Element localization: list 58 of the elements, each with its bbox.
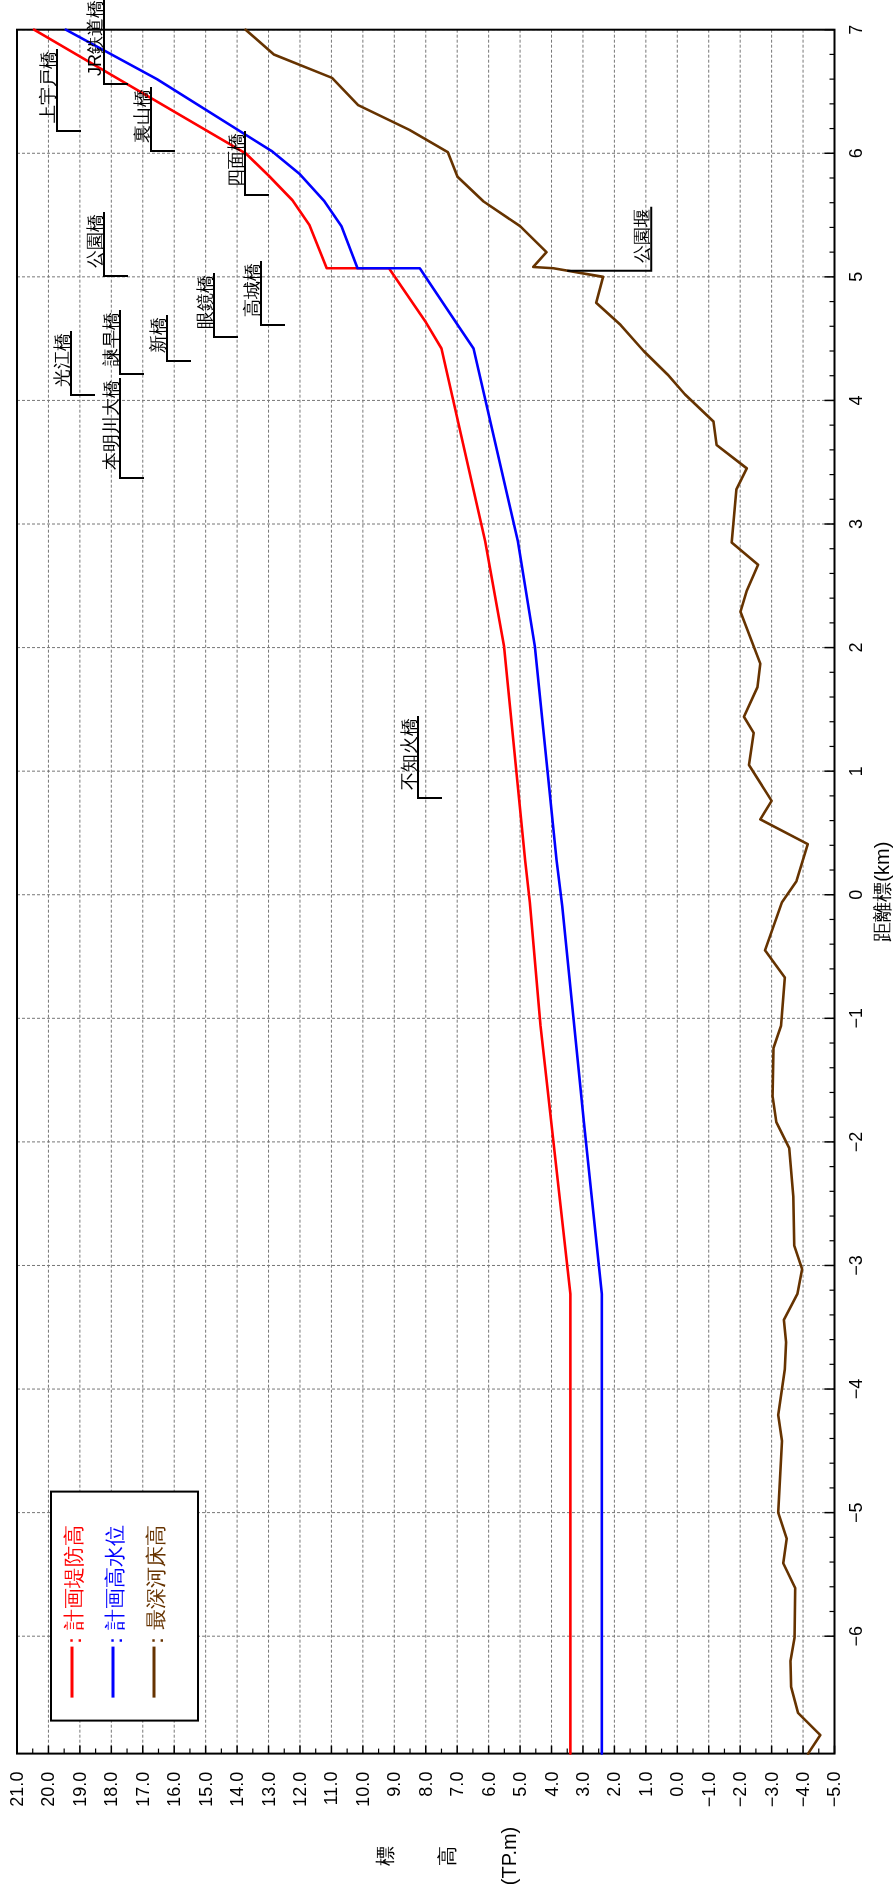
y-axis-title: 距離標(km)	[871, 841, 893, 942]
x-tick-label: 2.0	[604, 1771, 625, 1797]
annotation: 本明川大橋	[101, 380, 121, 470]
annotation: 諫早橋	[101, 312, 121, 366]
x-tick-label: 16.0	[164, 1771, 185, 1807]
annotation: 光江橋	[52, 333, 72, 387]
x-tick-label: 17.0	[132, 1771, 153, 1807]
y-tick-label: 7	[846, 24, 866, 35]
x-tick-label: 21.0	[7, 1771, 27, 1807]
x-tick-label: −5.0	[824, 1771, 845, 1808]
x-tick-label: 9.0	[384, 1771, 405, 1797]
x-tick-label: −2.0	[730, 1771, 751, 1808]
x-tick-label: −1.0	[698, 1771, 719, 1808]
x-tick-label: −4.0	[793, 1771, 814, 1808]
x-tick-label: 19.0	[69, 1771, 90, 1807]
x-tick-label: 3.0	[572, 1771, 593, 1797]
annotation: 新橋	[148, 317, 168, 353]
annotation: 公園橋	[85, 214, 105, 268]
x-tick-label: 7.0	[447, 1771, 468, 1797]
annotation: 上宇戸橋	[38, 51, 58, 123]
x-tick-label: 18.0	[101, 1771, 122, 1807]
y-tick-label: 1	[846, 766, 866, 777]
x-tick-label: 0.0	[667, 1771, 688, 1797]
x-tick-label: 12.0	[289, 1771, 310, 1807]
text: 標高(TP.m)	[374, 1826, 520, 1886]
x-tick-label: 15.0	[195, 1771, 216, 1807]
x-tick-label: 10.0	[352, 1771, 373, 1807]
legend: ：計画堤防高 ：計画高水位 ：最深河床高	[50, 1490, 199, 1722]
annotation: 不知火橋	[399, 718, 419, 790]
annotation: JR鉄道橋	[85, 0, 105, 76]
y-tick-label: 0	[846, 889, 866, 900]
annotation: 裏山橋	[132, 89, 152, 143]
y-tick-label: −2	[846, 1131, 866, 1153]
y-tick-label: 3	[846, 519, 866, 530]
x-tick-label: 8.0	[415, 1771, 436, 1797]
x-tick-label: 20.0	[38, 1771, 59, 1807]
x-tick-label: 11.0	[321, 1771, 342, 1806]
y-tick-label: −4	[846, 1378, 866, 1400]
annotation: 公園堰	[632, 208, 653, 263]
y-tick-label: 6	[846, 148, 866, 159]
x-tick-label: 6.0	[478, 1771, 499, 1797]
x-tick-label: 13.0	[258, 1771, 279, 1807]
annotation: 四面橋	[226, 133, 246, 187]
annotation: 高城橋	[242, 263, 262, 317]
x-tick-label: 4.0	[541, 1771, 562, 1797]
y-tick-label: 2	[846, 642, 866, 653]
y-tick-label: −6	[846, 1625, 866, 1647]
x-tick-label: −3.0	[761, 1771, 782, 1808]
y-tick-label: 5	[846, 271, 866, 282]
x-tick-label: 1.0	[635, 1771, 656, 1797]
y-tick-label: −3	[846, 1255, 866, 1276]
x-tick-label: 5.0	[510, 1771, 531, 1797]
line-series	[244, 28, 822, 1755]
y-tick-label: 4	[846, 395, 866, 406]
x-tick-label: 14.0	[227, 1771, 248, 1807]
y-tick-label: −5	[846, 1502, 866, 1523]
annotation: 眼鏡橋	[195, 275, 215, 329]
y-tick-label: −1	[846, 1008, 866, 1029]
